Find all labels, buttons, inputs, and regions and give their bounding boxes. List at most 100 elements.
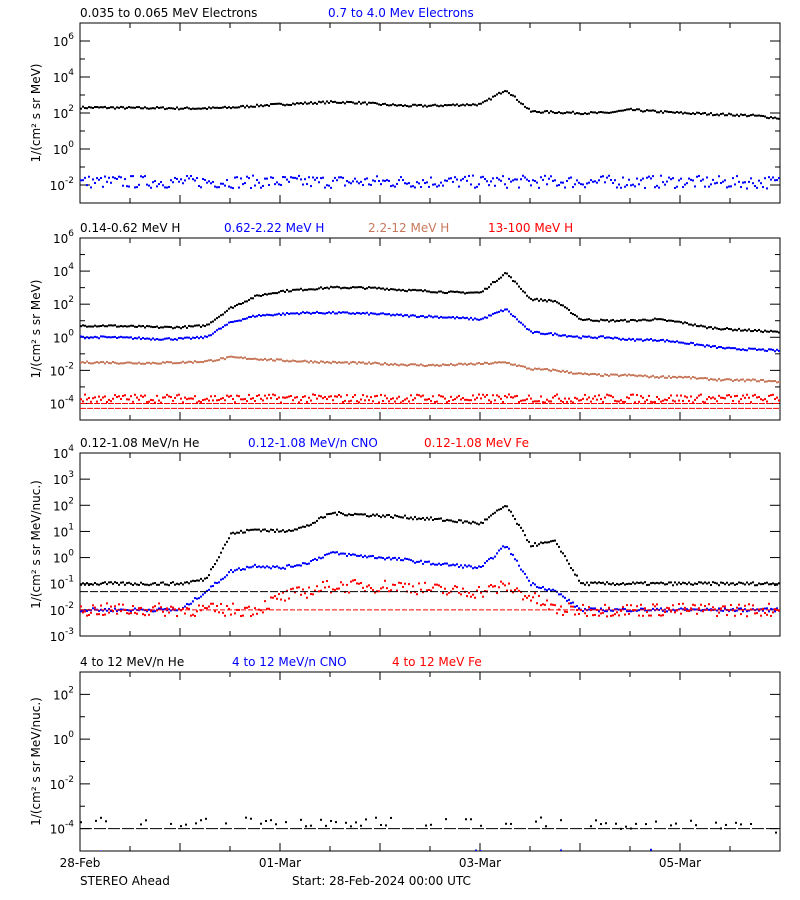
- data-point: [502, 175, 504, 178]
- data-point: [598, 335, 600, 338]
- data-point: [86, 325, 88, 328]
- data-point: [708, 395, 710, 398]
- data-point: [434, 563, 436, 566]
- data-point: [426, 364, 428, 367]
- data-point: [104, 607, 106, 610]
- data-point: [250, 105, 252, 108]
- data-point: [678, 320, 680, 323]
- data-point: [408, 182, 410, 185]
- data-point: [518, 186, 520, 189]
- data-point: [630, 107, 632, 110]
- data-point: [758, 328, 760, 331]
- data-point: [180, 337, 182, 340]
- data-point: [378, 286, 380, 289]
- data-point: [448, 591, 450, 594]
- data-point: [772, 117, 774, 120]
- data-point: [420, 289, 422, 292]
- data-point: [516, 587, 518, 590]
- data-point: [284, 290, 286, 293]
- data-point: [544, 401, 546, 404]
- data-point: [422, 315, 424, 318]
- data-point: [532, 368, 534, 371]
- data-point: [188, 603, 190, 606]
- data-point: [676, 583, 678, 586]
- data-point: [704, 376, 706, 379]
- data-point: [708, 379, 710, 382]
- data-point: [325, 824, 327, 827]
- data-point: [212, 566, 214, 569]
- data-point: [624, 318, 626, 321]
- data-point: [406, 105, 408, 108]
- data-point: [730, 582, 732, 585]
- data-point: [448, 519, 450, 522]
- data-point: [670, 178, 672, 181]
- data-point: [246, 300, 248, 303]
- data-point: [758, 609, 760, 612]
- data-point: [674, 320, 676, 323]
- data-point: [382, 514, 384, 517]
- data-point: [288, 529, 290, 532]
- data-point: [400, 363, 402, 366]
- data-point: [582, 582, 584, 585]
- data-point: [268, 607, 270, 610]
- data-point: [170, 609, 172, 612]
- data-point: [588, 373, 590, 376]
- data-point: [262, 399, 264, 402]
- data-point: [388, 513, 390, 516]
- data-point: [416, 181, 418, 184]
- data-point: [254, 563, 256, 566]
- data-point: [344, 514, 346, 517]
- data-point: [185, 823, 187, 826]
- data-point: [90, 325, 92, 328]
- data-point: [516, 98, 518, 101]
- data-point: [346, 554, 348, 557]
- data-point: [276, 358, 278, 361]
- data-point: [164, 583, 166, 586]
- data-point: [778, 349, 780, 352]
- data-point: [176, 338, 178, 341]
- data-point: [316, 519, 318, 522]
- data-point: [296, 102, 298, 105]
- data-point: [480, 850, 482, 851]
- data-point: [538, 299, 540, 302]
- data-point: [658, 111, 660, 114]
- data-point: [630, 374, 632, 377]
- data-point: [758, 348, 760, 351]
- data-point: [556, 111, 558, 114]
- data-point: [206, 335, 208, 338]
- data-point: [734, 379, 736, 382]
- data-point: [640, 374, 642, 377]
- data-point: [152, 399, 154, 402]
- data-point: [228, 607, 230, 610]
- data-point: [582, 335, 584, 338]
- data-point: [446, 562, 448, 565]
- data-point: [772, 348, 774, 351]
- data-point: [428, 290, 430, 293]
- data-point: [548, 588, 550, 591]
- data-point: [176, 615, 178, 618]
- data-point: [630, 604, 632, 607]
- data-point: [378, 313, 380, 316]
- data-point: [240, 105, 242, 108]
- data-point: [486, 393, 488, 396]
- data-point: [458, 362, 460, 365]
- data-point: [88, 362, 90, 365]
- data-point: [518, 364, 520, 367]
- data-point: [514, 178, 516, 181]
- data-point: [328, 395, 330, 398]
- data-point: [508, 177, 510, 180]
- data-point: [358, 100, 360, 103]
- data-point: [306, 596, 308, 599]
- data-point: [254, 528, 256, 531]
- data-point: [460, 564, 462, 567]
- y-tick-label: 100: [53, 549, 74, 566]
- data-point: [610, 373, 612, 376]
- data-point: [210, 321, 212, 324]
- data-point: [308, 311, 310, 314]
- data-point: [204, 107, 206, 110]
- data-point: [170, 361, 172, 364]
- data-point: [418, 315, 420, 318]
- data-point: [330, 591, 332, 594]
- data-point: [742, 181, 744, 184]
- data-point: [406, 314, 408, 317]
